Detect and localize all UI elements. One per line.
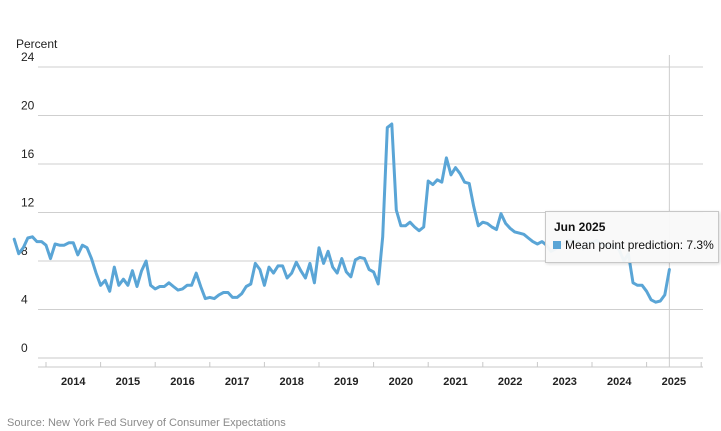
y-tick-label: 0 (21, 341, 28, 355)
y-tick-label: 8 (21, 244, 28, 258)
x-tick-label: 2025 (662, 376, 686, 388)
x-tick-label: 2023 (552, 376, 576, 388)
x-tick-label: 2022 (498, 376, 522, 388)
y-tick-label: 4 (21, 293, 28, 307)
tooltip-value: Mean point prediction: 7.3% (565, 238, 714, 252)
gridlines (38, 66, 703, 359)
tooltip: Jun 2025 Mean point prediction: 7.3% (545, 211, 719, 263)
x-tick-label: 2019 (334, 376, 358, 388)
y-tick-label: 24 (21, 50, 35, 64)
series-swatch-icon (553, 241, 561, 249)
y-tick-label: 16 (21, 147, 35, 161)
x-tick-label: 2014 (61, 376, 86, 388)
y-axis-title: Percent (16, 37, 58, 51)
x-tick-label: 2024 (607, 376, 632, 388)
x-tick-label: 2017 (225, 376, 249, 388)
x-axis-ticks: 2014 2015 2016 2017 2018 2019 2020 2021 2022 2023… (61, 376, 686, 388)
y-tick-label: 12 (21, 196, 35, 210)
x-axis (38, 362, 703, 368)
tooltip-title: Jun 2025 (554, 220, 606, 234)
x-tick-label: 2015 (116, 376, 140, 388)
x-tick-label: 2018 (279, 376, 303, 388)
y-axis-ticks: 0 4 8 12 16 20 24 (21, 50, 35, 355)
tooltip-row: Mean point prediction: 7.3% (553, 238, 714, 252)
x-tick-label: 2020 (389, 376, 413, 388)
x-tick-label: 2021 (443, 376, 467, 388)
y-tick-label: 20 (21, 99, 35, 113)
source-note: Source: New York Fed Survey of Consumer … (7, 417, 286, 429)
x-tick-label: 2016 (170, 376, 194, 388)
